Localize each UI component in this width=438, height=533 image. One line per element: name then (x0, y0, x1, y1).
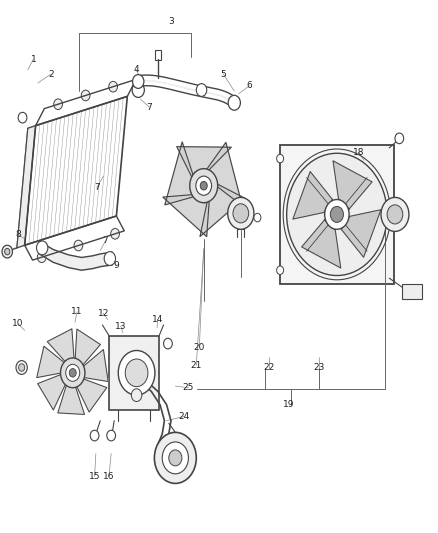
Circle shape (196, 176, 212, 195)
Polygon shape (76, 378, 107, 412)
Circle shape (2, 245, 12, 258)
Text: 8: 8 (15, 230, 21, 239)
Text: 1: 1 (31, 55, 36, 63)
Circle shape (37, 252, 46, 263)
Polygon shape (38, 374, 66, 410)
Circle shape (169, 450, 182, 466)
Polygon shape (82, 350, 108, 382)
Circle shape (66, 365, 80, 381)
Circle shape (133, 75, 144, 88)
Polygon shape (163, 172, 216, 237)
Polygon shape (177, 147, 231, 203)
Text: 22: 22 (264, 363, 275, 372)
Circle shape (5, 248, 10, 255)
Bar (155, 50, 161, 60)
Text: 17: 17 (183, 460, 194, 469)
Text: 21: 21 (191, 361, 202, 370)
Circle shape (111, 229, 120, 239)
Polygon shape (58, 384, 85, 415)
Circle shape (90, 430, 99, 441)
Circle shape (228, 197, 254, 229)
Polygon shape (37, 346, 65, 377)
Polygon shape (293, 172, 332, 219)
Circle shape (104, 252, 116, 265)
Polygon shape (47, 329, 74, 362)
Text: 14: 14 (152, 315, 163, 324)
Polygon shape (75, 329, 100, 366)
Text: 20: 20 (194, 343, 205, 352)
Circle shape (233, 204, 249, 223)
Text: 12: 12 (98, 309, 109, 318)
Circle shape (81, 90, 90, 101)
Circle shape (381, 197, 409, 231)
Polygon shape (165, 142, 217, 205)
Circle shape (109, 82, 117, 92)
Text: 9: 9 (113, 261, 119, 270)
Circle shape (60, 358, 85, 387)
Circle shape (190, 168, 218, 203)
Text: 16: 16 (103, 472, 115, 481)
Text: 25: 25 (183, 383, 194, 392)
Text: 24: 24 (178, 412, 190, 421)
Text: 23: 23 (314, 363, 325, 372)
Circle shape (74, 240, 83, 251)
Circle shape (131, 389, 142, 401)
Text: 7: 7 (94, 183, 99, 192)
Circle shape (163, 338, 172, 349)
Text: 2: 2 (48, 70, 54, 78)
Polygon shape (17, 126, 35, 248)
Polygon shape (195, 173, 244, 237)
Circle shape (254, 213, 261, 222)
Text: 6: 6 (247, 81, 252, 90)
Circle shape (107, 430, 116, 441)
Circle shape (18, 364, 25, 371)
Polygon shape (333, 161, 372, 209)
Circle shape (196, 84, 207, 96)
Circle shape (125, 359, 148, 386)
Bar (403, 284, 422, 300)
Text: 7: 7 (102, 237, 108, 246)
Circle shape (330, 206, 343, 222)
Circle shape (36, 241, 48, 255)
Polygon shape (191, 142, 242, 206)
Polygon shape (341, 209, 381, 257)
Circle shape (325, 199, 349, 229)
Circle shape (16, 361, 27, 374)
Circle shape (277, 266, 284, 274)
Text: 7: 7 (146, 102, 152, 111)
Circle shape (228, 95, 240, 110)
Circle shape (154, 432, 196, 483)
Bar (109, 336, 159, 410)
Circle shape (287, 154, 387, 276)
Circle shape (69, 368, 76, 377)
Circle shape (118, 351, 155, 395)
Circle shape (162, 442, 188, 474)
Circle shape (200, 181, 207, 190)
Circle shape (132, 83, 145, 98)
Bar (280, 146, 394, 284)
Text: 11: 11 (71, 307, 83, 316)
Text: 5: 5 (220, 70, 226, 78)
Text: 18: 18 (353, 148, 364, 157)
Text: 19: 19 (283, 400, 295, 409)
Text: 10: 10 (12, 319, 24, 328)
Circle shape (277, 155, 284, 163)
Text: 3: 3 (168, 18, 174, 27)
Circle shape (18, 112, 27, 123)
Circle shape (395, 133, 404, 144)
Circle shape (387, 205, 403, 224)
Text: 15: 15 (89, 472, 100, 481)
Circle shape (54, 99, 63, 110)
Text: 13: 13 (115, 321, 127, 330)
Polygon shape (302, 220, 341, 268)
Text: 4: 4 (133, 66, 139, 74)
